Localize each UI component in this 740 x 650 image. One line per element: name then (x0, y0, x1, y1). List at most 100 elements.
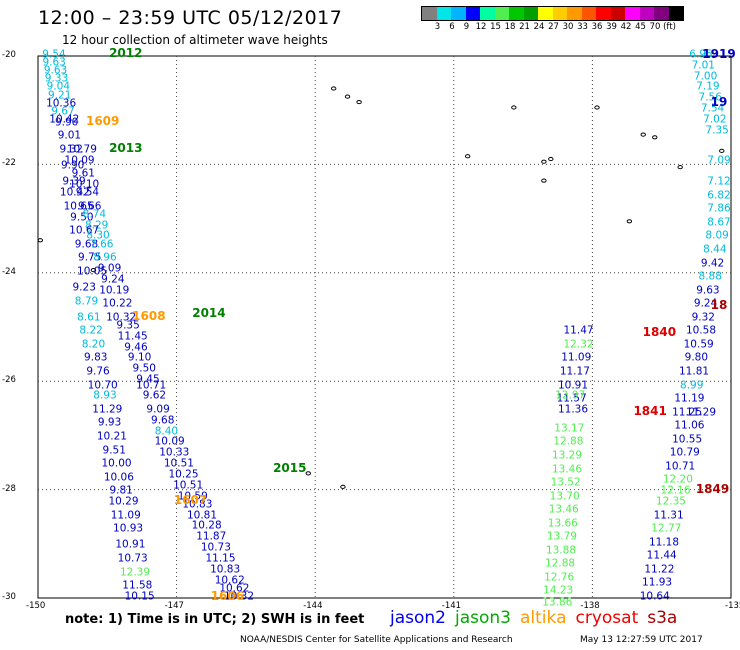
wave-height-value: 9.50 (132, 362, 156, 375)
wave-height-value: 10.58 (685, 324, 716, 337)
color-swatch (422, 7, 437, 20)
longitude-label: -135 (725, 601, 740, 611)
wave-height-value: 10.73 (200, 541, 231, 554)
wave-height-value: 7.54 (700, 102, 725, 115)
wave-height-value: 11.44 (646, 549, 677, 562)
wave-height-value: 7.09 (707, 154, 731, 167)
wave-height-value: 12.32 (563, 338, 594, 351)
wave-height-value: 11.06 (674, 419, 705, 432)
wave-height-value: 11.15 (205, 552, 236, 565)
color-swatch (523, 7, 538, 20)
color-scale-tick: 36 (591, 22, 603, 32)
color-swatch (552, 7, 567, 20)
island-outline (511, 105, 517, 110)
island-outline (594, 105, 600, 110)
wave-height-value: 10.93 (113, 522, 144, 535)
wave-height-value: 11.25 (672, 406, 703, 419)
island-outline (652, 135, 658, 140)
legend-jason3: jason3 (455, 608, 511, 628)
latitude-label: -26 (2, 375, 16, 386)
pass-id-label: 1608 (132, 309, 166, 324)
wave-height-value: 13.70 (549, 490, 580, 503)
wave-height-value: 13.17 (554, 422, 585, 435)
wave-height-value: 9.67 (51, 105, 75, 118)
wave-height-value: 12.76 (544, 571, 575, 584)
color-scale-tick: 45 (635, 22, 646, 32)
wave-height-value: 13.88 (545, 544, 576, 557)
wave-height-value: 9.51 (102, 444, 126, 457)
wave-height-value: 8.29 (84, 219, 109, 232)
wave-height-value: 9.90 (60, 159, 85, 172)
wave-height-value: 9.35 (116, 319, 140, 332)
island-outline (330, 86, 337, 91)
wave-height-value: 11.57 (556, 392, 587, 405)
color-scale-tick: 3 (434, 22, 441, 32)
wave-height-value: 9.01 (57, 129, 82, 142)
wave-height-value: 11.47 (563, 324, 594, 337)
legend-s3a: s3a (647, 608, 678, 628)
legend-jason2: jason2 (390, 608, 446, 628)
wave-height-value: 10.00 (101, 457, 132, 470)
wave-height-value: 11.87 (196, 530, 227, 543)
wave-height-value: 7.02 (703, 113, 727, 126)
island-outline (340, 484, 346, 489)
legend-cryosat: cryosat (575, 608, 639, 628)
wave-height-value: 10.64 (639, 590, 670, 603)
satellite-legend: jason2 jason3 altika cryosat s3a (390, 608, 686, 628)
wave-height-value: 8.30 (86, 229, 110, 242)
island-outline (626, 219, 633, 224)
wave-height-value: 10.65 (63, 200, 94, 213)
wave-height-value: 11.17 (559, 365, 590, 378)
longitude-label: -147 (164, 601, 184, 611)
wave-height-value: 12.20 (662, 473, 693, 486)
wave-height-value: 7.19 (696, 80, 720, 93)
credit-line: NOAA/NESDIS Center for Satellite Applica… (240, 635, 513, 645)
wave-height-value: 11.18 (648, 536, 680, 549)
wave-height-value: 9.33 (44, 72, 69, 85)
wave-height-value: 10.83 (182, 498, 213, 511)
wave-height-value: 12.88 (553, 435, 584, 448)
color-scale-tick: 9 (463, 22, 470, 32)
wave-height-value: 8.67 (707, 216, 731, 229)
wave-height-value: 9.09 (97, 262, 122, 275)
wave-height-value: 9.83 (84, 351, 108, 364)
wave-height-value: 6.95 (689, 48, 713, 61)
wave-height-value: 9.09 (146, 403, 170, 416)
wave-height-value: 8.96 (93, 251, 117, 264)
wave-height-value: 10.09 (154, 435, 185, 448)
wave-height-value: 10.91 (557, 379, 589, 392)
wave-height-value: 12.35 (655, 495, 686, 508)
color-swatch (654, 7, 669, 20)
island-outline (677, 165, 683, 170)
wave-height-value: 10.22 (102, 297, 133, 310)
wave-height-value: 10.83 (210, 563, 241, 576)
wave-height-value: 11.29 (92, 403, 123, 416)
color-swatch (567, 7, 582, 20)
wave-height-value: 11.09 (110, 509, 141, 522)
wave-height-value: 10.71 (665, 460, 696, 473)
wave-height-value: 10.70 (87, 379, 118, 392)
color-swatch (639, 7, 654, 20)
wave-height-value: 10.51 (163, 457, 194, 470)
latitude-label: -22 (2, 158, 16, 169)
latitude-label: -28 (2, 483, 16, 494)
wave-height-value: 10.62 (219, 582, 250, 595)
color-swatch (668, 7, 683, 20)
wave-height-value: 9.90 (54, 116, 79, 129)
color-swatch (596, 7, 611, 20)
color-swatch (436, 7, 451, 20)
color-swatch (581, 7, 596, 20)
island-outline (541, 178, 547, 183)
wave-height-value: 11.22 (644, 563, 675, 576)
wave-height-value: 9.46 (124, 341, 148, 354)
pass-id-label: 2014 (192, 306, 226, 321)
wave-height-value: 9.10 (127, 351, 152, 364)
color-scale-tick: 30 (562, 22, 574, 32)
color-scale-ticks: 3 6 9 12 15 18 21 24 27 30 33 36 39 42 45 70 (ft) (421, 22, 726, 34)
wave-height-value: 10.42 (49, 113, 80, 126)
island-outline (344, 94, 351, 99)
color-scale-tick: 42 (620, 22, 632, 32)
wave-height-value: 9.45 (136, 373, 160, 386)
units-note: note: 1) Time is in UTC; 2) SWH is in fe… (65, 612, 365, 627)
